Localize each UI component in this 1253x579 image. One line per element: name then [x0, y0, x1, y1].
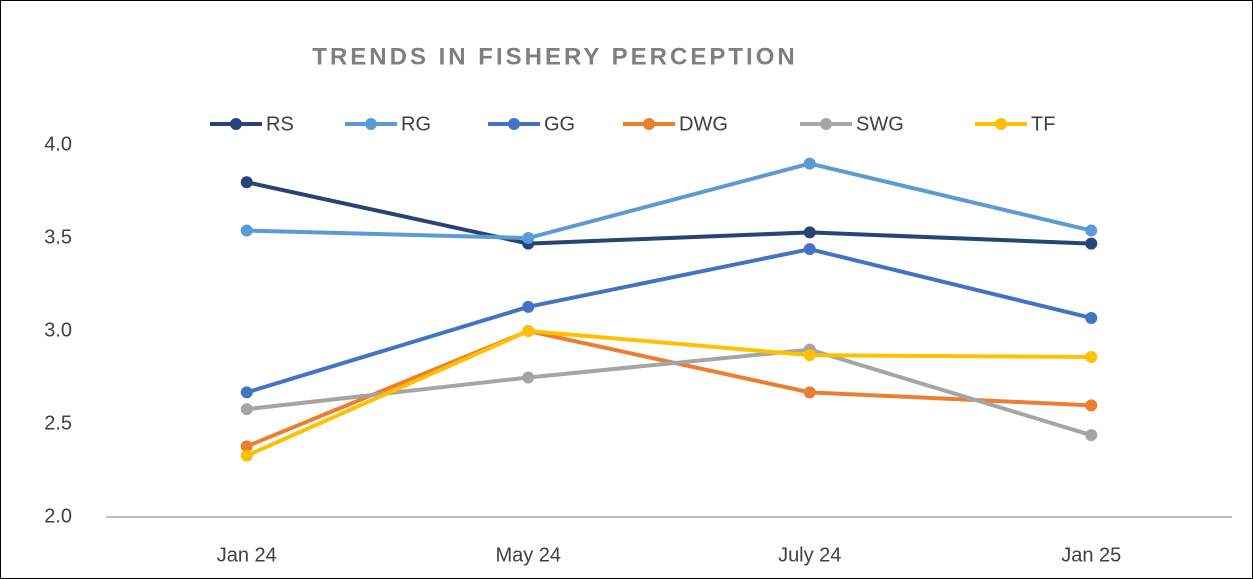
y-tick-label: 4.0 — [44, 133, 72, 155]
y-tick-label: 3.0 — [44, 319, 72, 341]
data-point — [1085, 237, 1098, 250]
data-point — [522, 300, 535, 313]
x-tick-label: Jan 25 — [1061, 544, 1121, 566]
y-tick-label: 2.0 — [44, 505, 72, 527]
x-tick-label: July 24 — [778, 544, 841, 566]
data-point — [803, 157, 816, 170]
legend-marker — [820, 118, 832, 130]
data-point — [240, 440, 253, 453]
data-point — [522, 371, 535, 384]
x-tick-label: Jan 24 — [217, 544, 277, 566]
data-point — [240, 224, 253, 237]
legend-marker — [365, 118, 377, 130]
data-point — [1085, 399, 1098, 412]
chart-title: TRENDS IN FISHERY PERCEPTION — [312, 43, 797, 70]
x-tick-label: May 24 — [495, 544, 561, 566]
series-line — [246, 247, 1092, 395]
data-point — [803, 349, 816, 362]
data-point — [522, 325, 535, 337]
data-point — [240, 449, 253, 462]
legend-label: GG — [544, 113, 575, 135]
data-point — [240, 176, 253, 189]
legend-label: DWG — [679, 113, 728, 135]
data-point — [803, 226, 816, 239]
y-tick-label: 3.5 — [44, 226, 72, 248]
legend-marker — [508, 118, 520, 130]
data-point — [803, 386, 816, 399]
legend-marker — [643, 118, 655, 130]
legend-marker — [995, 118, 1007, 130]
data-point — [1085, 351, 1098, 364]
legend-label: SWG — [856, 113, 904, 135]
data-point — [803, 243, 816, 256]
legend-label: TF — [1031, 113, 1055, 135]
y-tick-label: 2.5 — [44, 412, 72, 434]
legend-label: RG — [401, 113, 431, 135]
series-line — [246, 161, 1092, 240]
data-point — [1085, 429, 1098, 442]
data-point — [1085, 224, 1098, 237]
data-point — [240, 386, 253, 399]
legend-marker — [230, 118, 242, 130]
data-point — [1085, 311, 1098, 324]
series-line — [245, 329, 1092, 458]
legend-label: RS — [266, 113, 294, 135]
data-point — [522, 232, 535, 244]
data-point — [240, 403, 253, 416]
series-line — [246, 180, 1092, 246]
